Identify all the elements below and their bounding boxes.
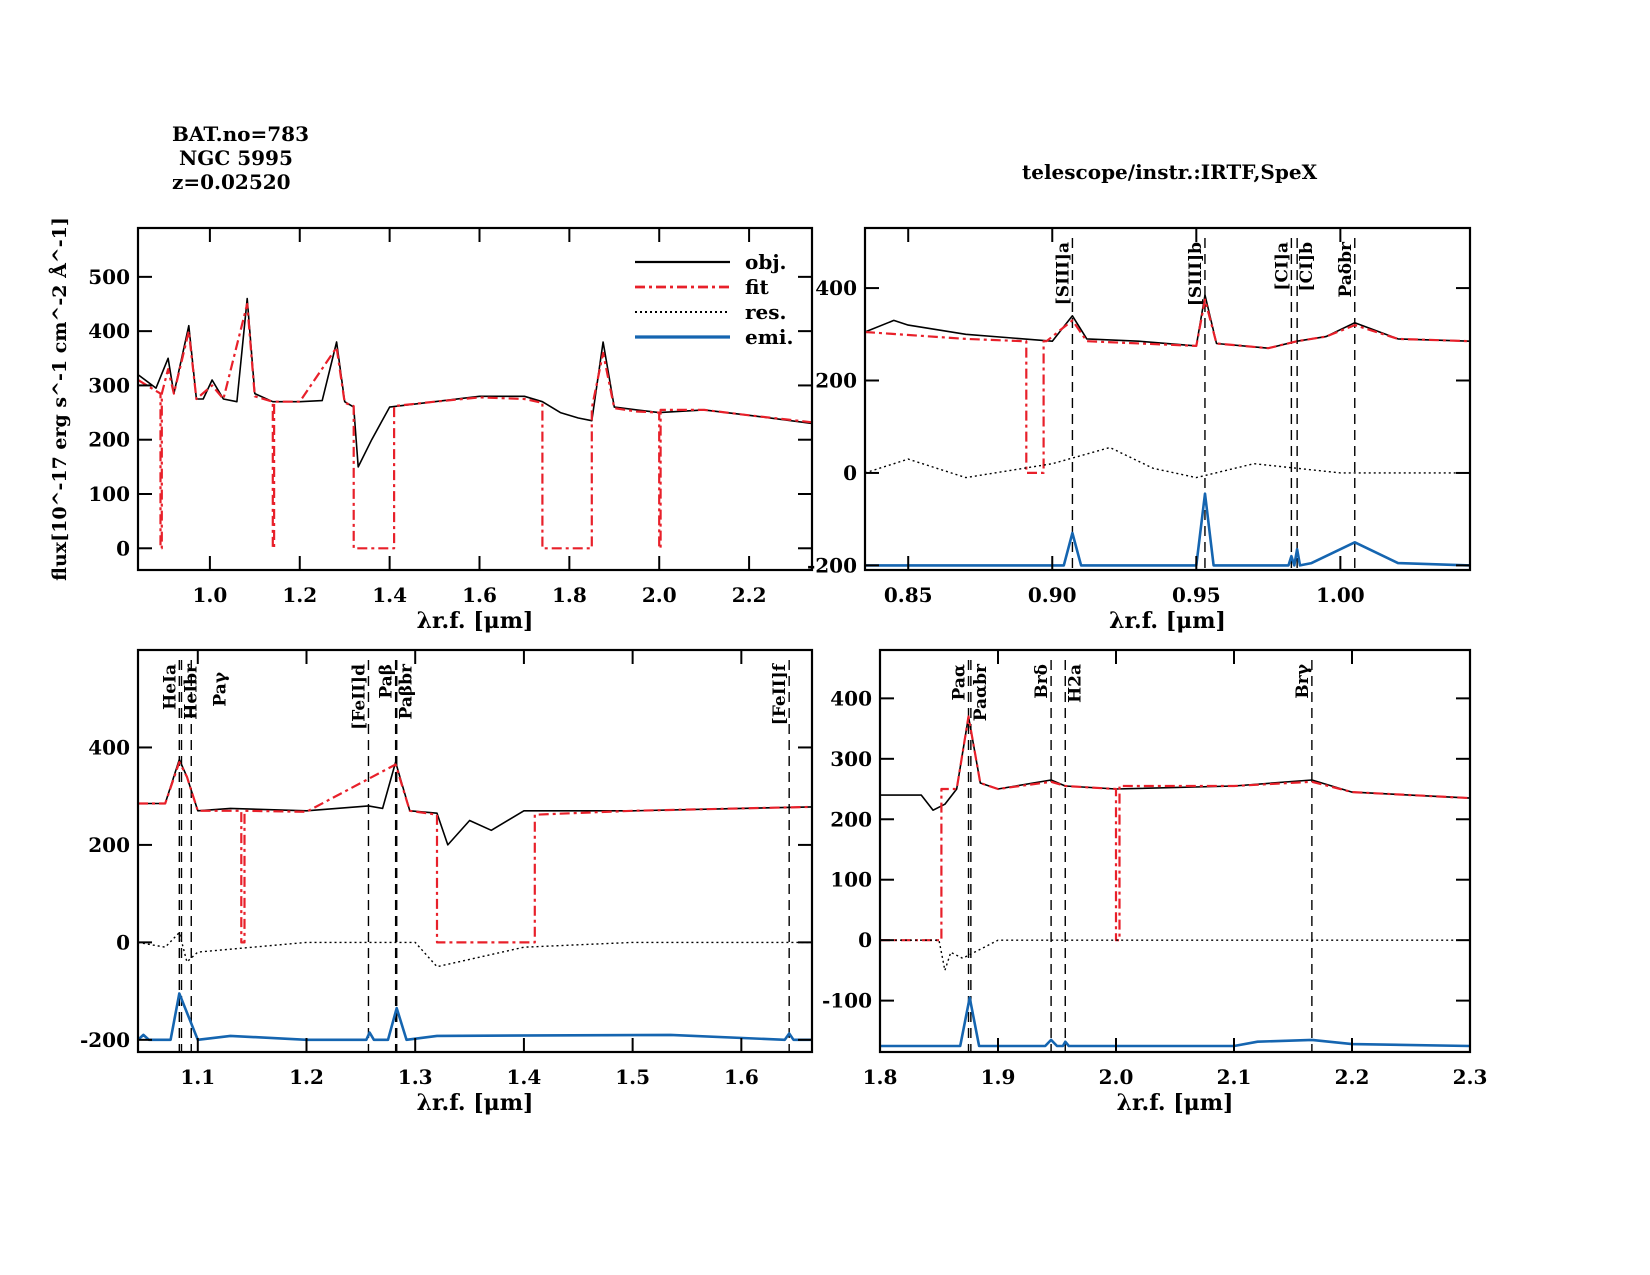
panel-zoom-0.84-1.04: [SIII]a [SIII]b [CI]a [CI]b Paδbr 0.85 0.90 0.9… <box>807 226 1472 634</box>
y-tick-label: 0 <box>116 536 130 560</box>
x-tick-label: 1.00 <box>1316 583 1365 607</box>
series-res <box>865 446 1470 479</box>
line-label: [FeII]d <box>349 664 369 730</box>
x-tick-label: 1.5 <box>615 1065 650 1089</box>
y-tick-label: 0 <box>116 930 130 954</box>
axes-frame <box>863 226 1472 572</box>
y-tick-label: -200 <box>807 553 857 577</box>
bat-number: BAT.no=783 <box>172 122 309 146</box>
x-tick-label: 1.1 <box>180 1065 215 1089</box>
panel-zoom-1.8-2.3: Paα Paαbr Brδ H2a Brγ 1.8 1.9 2.0 2.1 2.2 2.3 -100 0… <box>822 648 1488 1116</box>
telescope-instrument: telescope/instr.:IRTF,SpeX <box>1022 160 1318 184</box>
x-tick-label: 2.3 <box>1453 1065 1488 1089</box>
line-label: [FeII]f <box>770 662 790 725</box>
series-fit <box>880 715 1470 942</box>
y-tick-label: 500 <box>88 265 130 289</box>
x-tick-label: 2.0 <box>1099 1065 1134 1089</box>
x-axis-label: λr.f. [μm] <box>1117 1090 1234 1116</box>
x-tick-label: 1.9 <box>981 1065 1016 1089</box>
y-tick-label: 300 <box>830 747 872 771</box>
x-tick-label: 1.2 <box>289 1065 324 1089</box>
panel-overview: 1.0 1.2 1.4 1.6 1.8 2.0 2.2 0 100 200 300 400 500 λr.… <box>48 217 814 634</box>
x-tick-label: 0.95 <box>1172 583 1221 607</box>
x-tick-label: 1.2 <box>282 583 317 607</box>
y-tick-label: 100 <box>88 482 130 506</box>
x-tick-label: 2.0 <box>642 583 677 607</box>
axes-frame <box>878 648 1472 1054</box>
y-tick-label: 400 <box>815 276 857 300</box>
line-label: Paαbr <box>971 663 991 721</box>
y-tick-label: 200 <box>830 807 872 831</box>
x-tick-label: 2.2 <box>1335 1065 1370 1089</box>
x-tick-label: 1.6 <box>724 1065 759 1089</box>
panel-zoom-1.05-1.66: HeIa HeIbr Paγ [FeII]d Paβ Paβbr [FeII]f 1.1 1.2… <box>80 648 814 1116</box>
object-name: NGC 5995 <box>172 146 293 170</box>
y-axis-label: flux[10^-17 erg s^-1 cm^-2 Å^-1] <box>48 217 71 581</box>
x-tick-label: 2.1 <box>1217 1065 1252 1089</box>
line-label: Paβ <box>377 664 397 699</box>
x-tick-label: 1.3 <box>398 1065 433 1089</box>
series-emi <box>138 992 812 1042</box>
line-label: HeIa <box>160 664 180 710</box>
axes-frame <box>136 226 814 572</box>
x-tick-label: 1.4 <box>372 583 407 607</box>
x-tick-label: 1.4 <box>507 1065 542 1089</box>
y-tick-label: 200 <box>88 428 130 452</box>
series-obj <box>138 297 812 468</box>
y-tick-label: -200 <box>80 1028 130 1052</box>
axes-frame <box>136 648 814 1054</box>
y-tick-label: 200 <box>815 369 857 393</box>
x-tick-label: 0.90 <box>1028 583 1077 607</box>
x-tick-label: 1.8 <box>552 583 587 607</box>
x-axis-label: λr.f. [μm] <box>1109 608 1226 634</box>
line-label: Paγ <box>210 671 230 706</box>
line-label: Brγ <box>1293 663 1313 698</box>
line-label: H2a <box>1065 664 1085 703</box>
x-axis-label: λr.f. [μm] <box>417 1090 534 1116</box>
line-label: [SIII]a <box>1053 242 1073 305</box>
y-tick-label: 400 <box>88 319 130 343</box>
x-tick-label: 1.6 <box>462 583 497 607</box>
y-tick-label: 200 <box>88 833 130 857</box>
series-emi <box>865 492 1470 567</box>
x-tick-label: 2.2 <box>732 583 767 607</box>
line-label: Paδbr <box>1336 241 1356 298</box>
y-tick-label: 0 <box>858 928 872 952</box>
series-fit <box>138 302 812 550</box>
line-label: Paα <box>950 664 970 700</box>
line-label: [CI]a <box>1272 242 1292 291</box>
y-tick-label: 400 <box>830 686 872 710</box>
line-label: Paβbr <box>397 663 417 720</box>
legend-label: obj. <box>745 250 787 274</box>
x-tick-label: 1.0 <box>192 583 227 607</box>
redshift: z=0.02520 <box>172 170 291 194</box>
legend-label: fit <box>745 275 770 299</box>
x-axis-label: λr.f. [μm] <box>417 608 534 634</box>
legend-label: res. <box>745 300 786 324</box>
series-obj <box>138 758 812 846</box>
line-label: [SIII]b <box>1186 242 1206 306</box>
line-label: Brδ <box>1032 664 1052 699</box>
line-label: HeIbr <box>181 663 201 720</box>
series-res <box>138 931 812 968</box>
series-fit <box>865 298 1470 474</box>
y-tick-label: -100 <box>822 989 872 1013</box>
x-tick-label: 0.85 <box>884 583 933 607</box>
legend-label: emi. <box>745 325 793 349</box>
x-tick-label: 1.8 <box>863 1065 898 1089</box>
y-tick-label: 300 <box>88 373 130 397</box>
y-tick-label: 100 <box>830 868 872 892</box>
y-tick-label: 400 <box>88 735 130 759</box>
series-emi <box>880 996 1470 1048</box>
series-obj <box>865 294 1470 349</box>
series-res <box>880 939 1470 972</box>
y-tick-label: 0 <box>843 461 857 485</box>
line-label: [CI]b <box>1297 242 1317 292</box>
series-fit <box>138 761 812 944</box>
